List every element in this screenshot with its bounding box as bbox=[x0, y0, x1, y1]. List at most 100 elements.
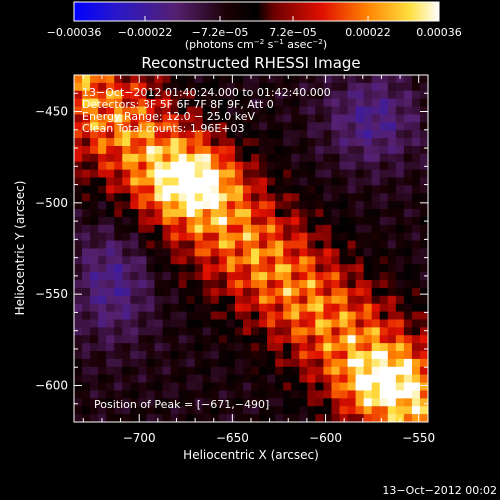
heatmap-cell bbox=[194, 272, 204, 281]
heatmap-cell bbox=[226, 358, 236, 368]
heatmap-cell bbox=[82, 280, 91, 289]
heatmap-cell bbox=[82, 398, 91, 407]
heatmap-cell bbox=[186, 193, 196, 202]
heatmap-cell bbox=[178, 248, 188, 257]
heatmap-cell bbox=[331, 256, 341, 265]
heatmap-cell bbox=[98, 232, 107, 242]
heatmap-cell bbox=[218, 248, 228, 257]
heatmap-cell bbox=[82, 358, 91, 368]
heatmap-cell bbox=[291, 264, 300, 273]
heatmap-cell bbox=[90, 122, 99, 131]
heatmap-cell bbox=[291, 216, 300, 226]
heatmap-cell bbox=[202, 319, 212, 328]
heatmap-cell bbox=[347, 177, 357, 187]
heatmap-cell bbox=[387, 280, 397, 289]
heatmap-cell bbox=[395, 351, 405, 360]
heatmap-cell bbox=[186, 232, 196, 242]
heatmap-cell bbox=[218, 319, 228, 328]
heatmap-cell bbox=[307, 358, 316, 368]
heatmap-cell bbox=[267, 224, 276, 234]
heatmap-cell bbox=[419, 335, 428, 344]
heatmap-cell bbox=[267, 382, 276, 392]
heatmap-cell bbox=[186, 398, 196, 407]
heatmap-cell bbox=[178, 358, 188, 368]
heatmap-cell bbox=[130, 106, 139, 116]
heatmap-cell bbox=[355, 406, 365, 415]
heatmap-cell bbox=[154, 295, 164, 305]
heatmap-cell bbox=[347, 98, 357, 108]
heatmap-cell bbox=[371, 153, 381, 163]
heatmap-cell bbox=[347, 272, 357, 281]
heatmap-cell bbox=[251, 311, 260, 321]
heatmap-cell bbox=[259, 114, 268, 123]
heatmap-cell bbox=[411, 240, 421, 250]
heatmap-cell bbox=[347, 185, 357, 194]
heatmap-cell bbox=[403, 287, 413, 297]
heatmap-cell bbox=[170, 343, 180, 352]
heatmap-cell bbox=[339, 343, 349, 352]
heatmap-cell bbox=[259, 122, 268, 131]
heatmap-cell bbox=[82, 311, 91, 321]
heatmap-cell bbox=[283, 414, 292, 422]
heatmap-cell bbox=[186, 145, 196, 155]
heatmap-cell bbox=[162, 216, 172, 226]
heatmap-cell bbox=[98, 335, 107, 344]
heatmap-cell bbox=[275, 138, 284, 147]
heatmap-cell bbox=[218, 272, 228, 281]
heatmap-cell bbox=[379, 130, 389, 139]
heatmap-cell bbox=[114, 303, 123, 313]
heatmap-cell bbox=[275, 145, 284, 155]
heatmap-cell bbox=[146, 280, 156, 289]
heatmap-cell bbox=[146, 177, 156, 187]
heatmap-cell bbox=[331, 98, 341, 108]
heatmap-cell bbox=[307, 366, 316, 376]
heatmap-cell bbox=[363, 382, 373, 392]
heatmap-cell bbox=[194, 398, 204, 407]
heatmap-cell bbox=[218, 130, 228, 139]
heatmap-cell bbox=[154, 311, 164, 321]
heatmap-cell bbox=[275, 319, 284, 328]
heatmap-cell bbox=[138, 169, 148, 179]
heatmap-cell bbox=[419, 343, 428, 352]
heatmap-cell bbox=[291, 280, 300, 289]
heatmap-cell bbox=[106, 209, 115, 218]
heatmap-cell bbox=[291, 122, 300, 131]
heatmap-cell bbox=[90, 224, 99, 234]
heatmap-cell bbox=[82, 122, 91, 131]
heatmap-cell bbox=[267, 122, 276, 131]
heatmap-cell bbox=[186, 138, 196, 147]
heatmap-cell bbox=[251, 122, 260, 131]
heatmap-cell bbox=[170, 114, 180, 123]
heatmap-cell bbox=[106, 145, 115, 155]
heatmap-cell bbox=[275, 280, 284, 289]
heatmap-cell bbox=[339, 90, 349, 100]
heatmap-cell bbox=[363, 358, 373, 368]
heatmap-cell bbox=[323, 114, 333, 123]
heatmap-cell bbox=[242, 264, 252, 273]
heatmap-cell bbox=[98, 256, 107, 265]
heatmap-cell bbox=[363, 161, 373, 171]
heatmap-cell bbox=[106, 90, 115, 100]
heatmap-cell bbox=[387, 177, 397, 187]
heatmap-cell bbox=[210, 169, 220, 179]
heatmap-cell bbox=[114, 201, 123, 210]
heatmap-cell bbox=[146, 295, 156, 305]
heatmap-cell bbox=[339, 240, 349, 250]
heatmap-cell bbox=[106, 75, 115, 84]
heatmap-cell bbox=[267, 303, 276, 313]
heatmap-cell bbox=[194, 122, 204, 131]
heatmap-cell bbox=[170, 224, 180, 234]
heatmap-cell bbox=[419, 327, 428, 336]
heatmap-cell bbox=[218, 335, 228, 344]
heatmap-cell bbox=[347, 106, 357, 116]
heatmap-cell bbox=[419, 122, 428, 131]
heatmap-cell bbox=[339, 351, 349, 360]
heatmap-cell bbox=[387, 248, 397, 257]
heatmap-cell bbox=[210, 295, 220, 305]
heatmap-cell bbox=[323, 303, 333, 313]
heatmap-cell bbox=[259, 75, 268, 84]
heatmap-cell bbox=[419, 390, 428, 399]
heatmap-cell bbox=[138, 224, 148, 234]
heatmap-cell bbox=[122, 390, 131, 399]
heatmap-cell bbox=[234, 201, 244, 210]
